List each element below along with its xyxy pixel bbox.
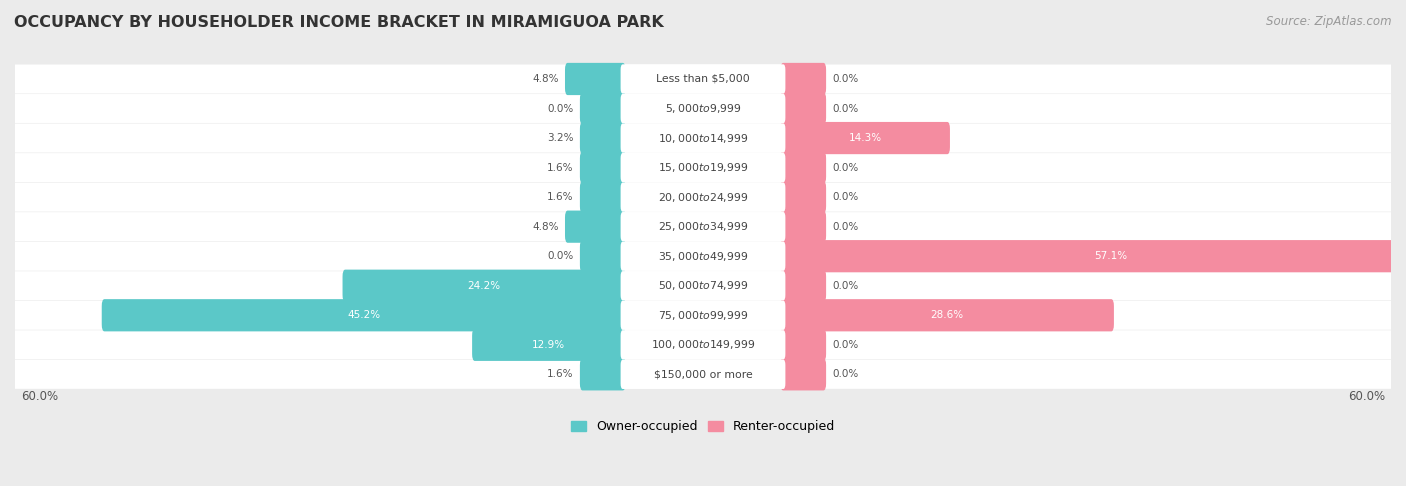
FancyBboxPatch shape	[620, 123, 786, 153]
FancyBboxPatch shape	[579, 240, 626, 272]
Text: 1.6%: 1.6%	[547, 192, 574, 202]
FancyBboxPatch shape	[15, 330, 1391, 359]
Text: 0.0%: 0.0%	[832, 222, 859, 232]
FancyBboxPatch shape	[620, 330, 786, 360]
FancyBboxPatch shape	[15, 153, 1391, 182]
Text: 0.0%: 0.0%	[547, 104, 574, 114]
Text: $10,000 to $14,999: $10,000 to $14,999	[658, 132, 748, 144]
FancyBboxPatch shape	[15, 271, 1391, 300]
Text: 4.8%: 4.8%	[531, 74, 558, 84]
Text: 0.0%: 0.0%	[832, 74, 859, 84]
Text: 0.0%: 0.0%	[832, 340, 859, 350]
Text: 0.0%: 0.0%	[832, 369, 859, 380]
FancyBboxPatch shape	[780, 122, 950, 154]
FancyBboxPatch shape	[15, 242, 1391, 271]
Text: 14.3%: 14.3%	[849, 133, 882, 143]
Text: Source: ZipAtlas.com: Source: ZipAtlas.com	[1267, 15, 1392, 28]
Text: 45.2%: 45.2%	[347, 310, 380, 320]
FancyBboxPatch shape	[780, 210, 827, 243]
FancyBboxPatch shape	[15, 301, 1391, 330]
Text: $100,000 to $149,999: $100,000 to $149,999	[651, 338, 755, 351]
Text: $150,000 or more: $150,000 or more	[654, 369, 752, 380]
Text: 0.0%: 0.0%	[832, 104, 859, 114]
Text: 3.2%: 3.2%	[547, 133, 574, 143]
Text: 24.2%: 24.2%	[467, 281, 501, 291]
FancyBboxPatch shape	[579, 358, 626, 390]
FancyBboxPatch shape	[565, 210, 626, 243]
FancyBboxPatch shape	[579, 181, 626, 213]
Text: 0.0%: 0.0%	[832, 281, 859, 291]
FancyBboxPatch shape	[620, 153, 786, 182]
Text: 0.0%: 0.0%	[547, 251, 574, 261]
Text: OCCUPANCY BY HOUSEHOLDER INCOME BRACKET IN MIRAMIGUOA PARK: OCCUPANCY BY HOUSEHOLDER INCOME BRACKET …	[14, 15, 664, 30]
FancyBboxPatch shape	[620, 301, 786, 330]
FancyBboxPatch shape	[579, 122, 626, 154]
Text: $50,000 to $74,999: $50,000 to $74,999	[658, 279, 748, 292]
FancyBboxPatch shape	[565, 63, 626, 95]
FancyBboxPatch shape	[343, 270, 626, 302]
Text: 12.9%: 12.9%	[533, 340, 565, 350]
Text: $75,000 to $99,999: $75,000 to $99,999	[658, 309, 748, 322]
FancyBboxPatch shape	[15, 94, 1391, 123]
FancyBboxPatch shape	[780, 299, 1114, 331]
FancyBboxPatch shape	[15, 360, 1391, 389]
FancyBboxPatch shape	[780, 63, 827, 95]
FancyBboxPatch shape	[15, 183, 1391, 211]
Text: 57.1%: 57.1%	[1094, 251, 1128, 261]
FancyBboxPatch shape	[620, 271, 786, 300]
Text: 0.0%: 0.0%	[832, 192, 859, 202]
Text: 1.6%: 1.6%	[547, 369, 574, 380]
FancyBboxPatch shape	[620, 242, 786, 271]
FancyBboxPatch shape	[620, 360, 786, 389]
FancyBboxPatch shape	[620, 212, 786, 242]
FancyBboxPatch shape	[780, 329, 827, 361]
FancyBboxPatch shape	[15, 212, 1391, 241]
FancyBboxPatch shape	[472, 329, 626, 361]
Text: 0.0%: 0.0%	[832, 163, 859, 173]
FancyBboxPatch shape	[780, 92, 827, 124]
Legend: Owner-occupied, Renter-occupied: Owner-occupied, Renter-occupied	[567, 415, 839, 438]
Text: $25,000 to $34,999: $25,000 to $34,999	[658, 220, 748, 233]
Text: $15,000 to $19,999: $15,000 to $19,999	[658, 161, 748, 174]
Text: 60.0%: 60.0%	[21, 390, 58, 403]
Text: 1.6%: 1.6%	[547, 163, 574, 173]
FancyBboxPatch shape	[780, 152, 827, 184]
Text: $5,000 to $9,999: $5,000 to $9,999	[665, 102, 741, 115]
FancyBboxPatch shape	[620, 182, 786, 212]
FancyBboxPatch shape	[780, 181, 827, 213]
FancyBboxPatch shape	[15, 65, 1391, 93]
FancyBboxPatch shape	[101, 299, 626, 331]
Text: Less than $5,000: Less than $5,000	[657, 74, 749, 84]
Text: $20,000 to $24,999: $20,000 to $24,999	[658, 191, 748, 204]
Text: 28.6%: 28.6%	[931, 310, 963, 320]
FancyBboxPatch shape	[579, 92, 626, 124]
FancyBboxPatch shape	[780, 240, 1406, 272]
FancyBboxPatch shape	[620, 64, 786, 94]
FancyBboxPatch shape	[579, 152, 626, 184]
Text: 60.0%: 60.0%	[1348, 390, 1385, 403]
FancyBboxPatch shape	[780, 270, 827, 302]
FancyBboxPatch shape	[15, 123, 1391, 153]
Text: 4.8%: 4.8%	[531, 222, 558, 232]
FancyBboxPatch shape	[780, 358, 827, 390]
Text: $35,000 to $49,999: $35,000 to $49,999	[658, 250, 748, 263]
FancyBboxPatch shape	[620, 94, 786, 123]
